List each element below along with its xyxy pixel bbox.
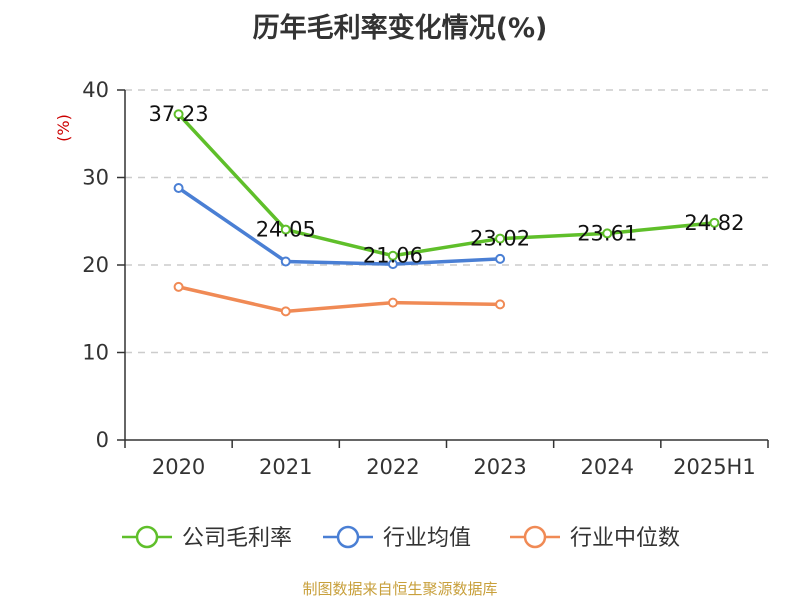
legend-marker [523, 525, 547, 549]
legend-label: 公司毛利率 [182, 526, 292, 551]
data-point [709, 217, 720, 228]
data-point [173, 281, 184, 292]
data-label: 23.61 [577, 221, 637, 245]
y-tick-label: 20 [82, 253, 109, 277]
legend-label: 行业中位数 [570, 526, 680, 551]
legend-marker [336, 525, 360, 549]
data-point [387, 297, 398, 308]
data-point [173, 109, 184, 120]
legend-marker [135, 525, 159, 549]
data-point [173, 183, 184, 193]
data-point [387, 250, 398, 261]
y-tick-label: 10 [82, 341, 109, 365]
data-label: 37.23 [149, 102, 209, 126]
data-point [280, 256, 291, 267]
y-tick-label: 30 [82, 166, 109, 190]
data-point [280, 224, 291, 235]
x-tick-label: 2025H1 [673, 455, 756, 479]
y-axis-unit: (%) [54, 114, 73, 142]
series-line-2 [178, 285, 501, 314]
data-label: 24.82 [684, 211, 744, 235]
data-point [495, 299, 506, 310]
data-label: 21.06 [363, 244, 423, 268]
data-point [280, 306, 291, 317]
data-label: 24.05 [256, 218, 316, 242]
x-tick-label: 2020 [152, 455, 205, 479]
data-point [602, 228, 613, 239]
chart-title: 历年毛利率变化情况(%) [252, 13, 548, 44]
source-note: 制图数据来自恒生聚源数据库 [302, 580, 498, 598]
legend-label: 行业均值 [383, 526, 471, 551]
data-label: 23.02 [470, 227, 530, 251]
x-tick-label: 2021 [259, 455, 312, 479]
x-tick-label: 2024 [581, 455, 634, 479]
x-tick-label: 2023 [473, 455, 526, 479]
x-tick-label: 2022 [366, 455, 419, 479]
y-tick-label: 0 [96, 428, 109, 452]
data-point [495, 253, 506, 264]
series-line-1 [177, 186, 501, 266]
data-point [495, 233, 506, 244]
series-line-0 [177, 113, 715, 258]
y-tick-label: 40 [82, 78, 109, 102]
